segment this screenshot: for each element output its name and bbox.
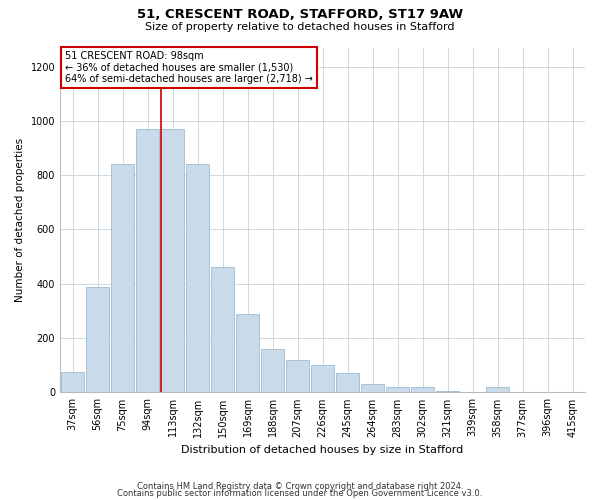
Bar bbox=[136, 129, 160, 392]
Text: 51 CRESCENT ROAD: 98sqm
← 36% of detached houses are smaller (1,530)
64% of semi: 51 CRESCENT ROAD: 98sqm ← 36% of detache… bbox=[65, 51, 313, 84]
Bar bbox=[86, 286, 109, 393]
Bar bbox=[361, 384, 385, 392]
Bar bbox=[185, 164, 209, 392]
Bar bbox=[161, 129, 184, 392]
Bar bbox=[386, 387, 409, 392]
Bar bbox=[311, 366, 334, 392]
X-axis label: Distribution of detached houses by size in Stafford: Distribution of detached houses by size … bbox=[181, 445, 464, 455]
Bar bbox=[61, 372, 85, 392]
Bar bbox=[335, 374, 359, 392]
Bar bbox=[211, 268, 235, 392]
Bar bbox=[436, 391, 460, 392]
Bar bbox=[286, 360, 310, 392]
Text: 51, CRESCENT ROAD, STAFFORD, ST17 9AW: 51, CRESCENT ROAD, STAFFORD, ST17 9AW bbox=[137, 8, 463, 20]
Y-axis label: Number of detached properties: Number of detached properties bbox=[15, 138, 25, 302]
Text: Contains HM Land Registry data © Crown copyright and database right 2024.: Contains HM Land Registry data © Crown c… bbox=[137, 482, 463, 491]
Bar bbox=[410, 387, 434, 392]
Bar bbox=[110, 164, 134, 392]
Text: Contains public sector information licensed under the Open Government Licence v3: Contains public sector information licen… bbox=[118, 490, 482, 498]
Bar bbox=[485, 387, 509, 392]
Bar bbox=[236, 314, 259, 392]
Bar bbox=[260, 349, 284, 393]
Text: Size of property relative to detached houses in Stafford: Size of property relative to detached ho… bbox=[145, 22, 455, 32]
